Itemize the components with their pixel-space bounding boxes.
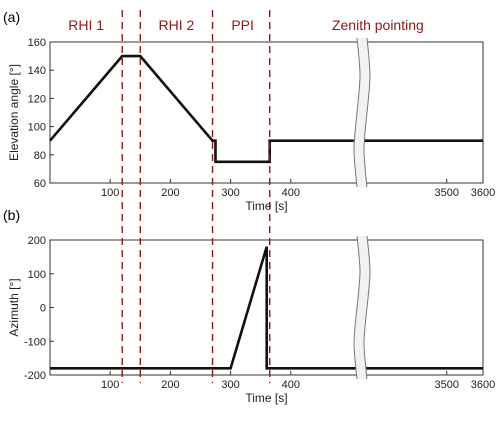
phase-labels: RHI 1 RHI 2 PPI Zenith pointing bbox=[68, 17, 424, 33]
panel-label: (a) bbox=[3, 9, 20, 25]
panel-label: (b) bbox=[3, 207, 20, 223]
y-tick-label: 200 bbox=[28, 235, 46, 247]
x-axis-label: Time [s] bbox=[245, 391, 287, 405]
x-tick-label: 300 bbox=[221, 379, 239, 391]
series-line bbox=[49, 54, 483, 164]
y-tick-label: 140 bbox=[28, 65, 46, 77]
x-axis-label: Time [s] bbox=[245, 199, 287, 213]
panel-a: 60 80 100 120 140 160 100 200 300 400 3500 3600 Elev… bbox=[3, 9, 495, 213]
x-tick-label: 200 bbox=[161, 379, 179, 391]
axis-break-band bbox=[354, 38, 370, 187]
axis-break-edge bbox=[353, 37, 361, 188]
y-tick-label: 160 bbox=[28, 37, 46, 49]
y-tick-label: 80 bbox=[34, 150, 46, 162]
phase-label: RHI 1 bbox=[68, 17, 104, 33]
x-tick-label: 300 bbox=[221, 187, 239, 199]
axis-break-band bbox=[354, 236, 370, 379]
y-axis-label: Azimuth [°] bbox=[7, 278, 21, 336]
x-tick-label: 3500 bbox=[435, 379, 459, 391]
y-tick-label: -100 bbox=[24, 336, 46, 348]
y-tick-label: 120 bbox=[28, 93, 46, 105]
y-tick-label: 60 bbox=[34, 178, 46, 190]
x-tick-label: 200 bbox=[161, 187, 179, 199]
x-tick-label: 3500 bbox=[435, 187, 459, 199]
x-tick-label: 400 bbox=[282, 187, 300, 199]
x-tick-label: 3600 bbox=[471, 187, 495, 199]
y-tick-label: 0 bbox=[40, 303, 46, 315]
x-tick-label: 100 bbox=[101, 187, 119, 199]
panel-b: -200 -100 0 100 200 100 200 300 400 3500 3600 Azimu… bbox=[3, 207, 495, 405]
y-axis-label: Elevation angle [°] bbox=[7, 64, 21, 161]
axis-break-edge bbox=[363, 235, 371, 380]
y-tick-label: 100 bbox=[28, 122, 46, 134]
x-tick-label: 3600 bbox=[471, 379, 495, 391]
phase-label: Zenith pointing bbox=[332, 17, 424, 33]
axis-break-edge bbox=[353, 235, 361, 380]
y-tick-label: 100 bbox=[28, 269, 46, 281]
phase-boundaries bbox=[121, 10, 271, 383]
phase-label: RHI 2 bbox=[159, 17, 195, 33]
x-tick-label: 100 bbox=[101, 379, 119, 391]
x-tick-label: 400 bbox=[282, 379, 300, 391]
series-line bbox=[50, 246, 483, 370]
axes-frame bbox=[49, 41, 484, 184]
phase-label: PPI bbox=[231, 17, 254, 33]
y-tick-label: -200 bbox=[24, 370, 46, 382]
axis-break-edge bbox=[363, 37, 371, 188]
